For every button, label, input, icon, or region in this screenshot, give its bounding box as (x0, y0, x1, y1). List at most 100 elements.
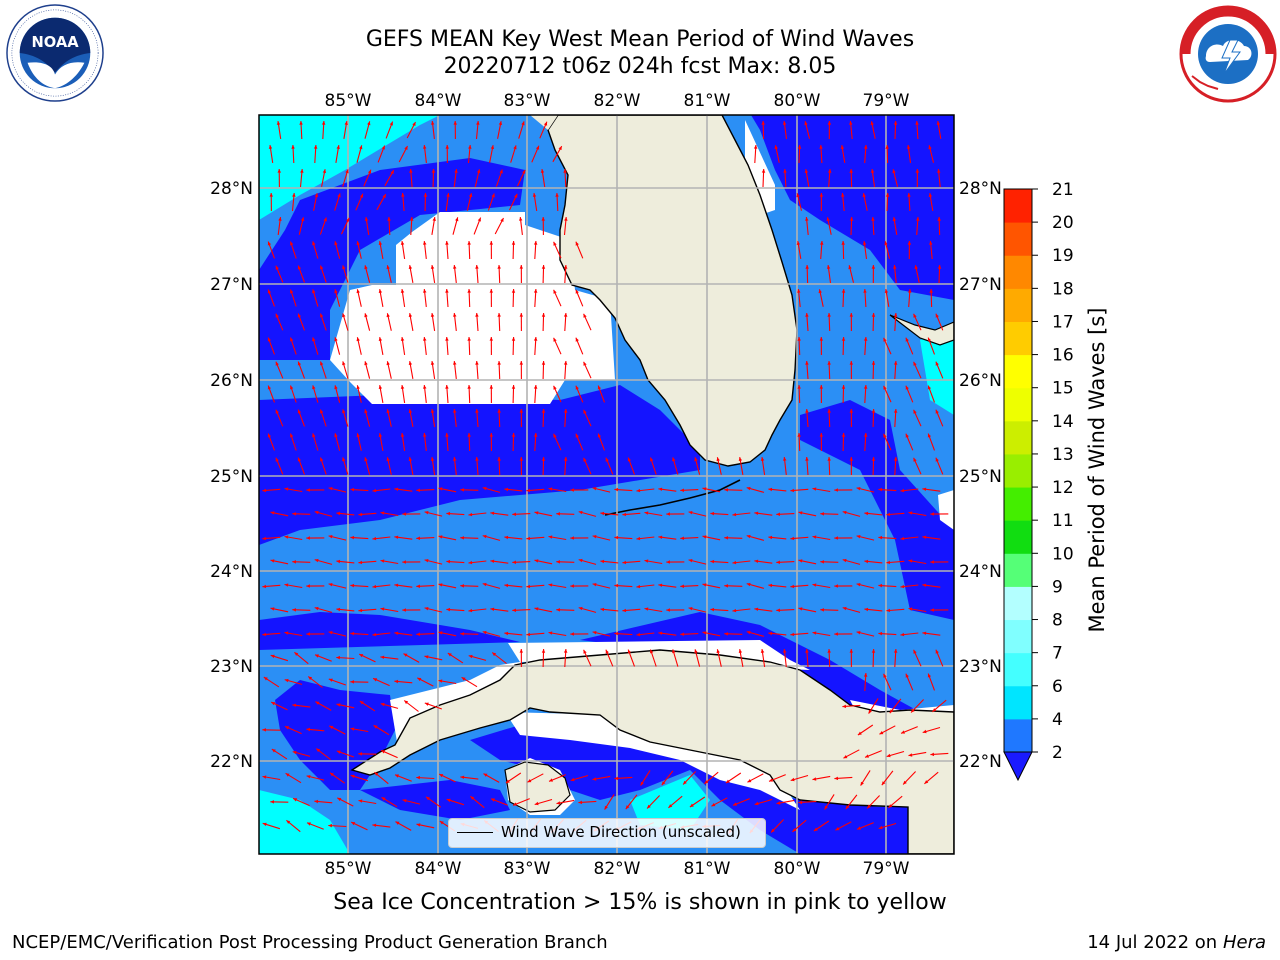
wave-direction-arrowhead (438, 679, 443, 683)
wave-direction-arrowhead (886, 608, 891, 613)
wave-direction-arrowhead (403, 653, 408, 657)
wave-direction-arrowhead (625, 805, 630, 810)
wave-direction-arrowhead (790, 777, 795, 782)
wave-direction-arrowhead (680, 536, 684, 540)
wave-direction-arrowhead (267, 241, 272, 246)
wave-direction-arrowhead (306, 536, 310, 540)
wave-direction-arrowhead (533, 289, 538, 293)
wave-direction-arrowhead (312, 289, 316, 294)
wave-direction-arrowhead (805, 265, 809, 269)
wave-direction-arrowhead (378, 337, 383, 341)
wave-period-band-4-6-sw (259, 790, 350, 854)
wave-direction-arrowhead (553, 241, 557, 246)
wave-direction-arrowhead (553, 433, 557, 438)
wave-direction-arrowhead (813, 827, 818, 831)
wave-direction-arrowhead (840, 145, 845, 149)
wave-direction-arrowhead (906, 145, 911, 149)
wave-direction-arrowhead (883, 337, 887, 342)
wave-direction-arrowhead (359, 145, 363, 150)
wave-direction-arrowhead (350, 583, 355, 588)
wave-direction-arrowhead (359, 193, 364, 198)
wave-period-band-4-6-nw (259, 115, 440, 220)
legend-label: Wind Wave Direction (unscaled) (501, 823, 741, 841)
colorbar-segment (1004, 387, 1032, 422)
wave-direction-arrowhead (268, 145, 273, 149)
credit-date-text: 14 Jul 2022 on (1087, 932, 1223, 953)
wave-direction-arrowhead (292, 703, 297, 707)
colorbar-segment (1004, 354, 1032, 389)
wave-direction-arrowhead (334, 289, 338, 294)
wave-direction-arrowhead (614, 487, 619, 492)
wave-direction-arrowhead (416, 584, 420, 588)
wave-direction-arrowhead (724, 584, 728, 588)
wave-direction-arrowhead (881, 781, 886, 786)
wave-direction-arrowhead (541, 217, 545, 221)
wave-direction-arrowhead (871, 265, 876, 269)
wave-direction-arrowhead (402, 799, 407, 803)
wave-direction-arrowhead (893, 121, 898, 125)
wave-direction-arrowhead (270, 800, 274, 804)
colorbar-segment (1004, 685, 1032, 720)
wave-direction-arrowhead (519, 313, 523, 317)
wave-direction-arrowhead (475, 313, 479, 317)
wave-direction-arrowhead (409, 169, 413, 173)
wave-direction-arrowhead (842, 558, 847, 563)
wave-direction-arrowhead (672, 649, 676, 654)
colorbar-tick-label: 10 (1052, 544, 1074, 564)
wave-direction-arrowhead (430, 409, 435, 413)
credit-date: 14 Jul 2022 on Hera (1087, 932, 1266, 953)
colorbar-tick-label: 15 (1052, 379, 1074, 399)
wave-direction-arrowhead (285, 773, 290, 777)
wave-period-band-below-2-sw (360, 780, 510, 820)
lat-label-left: 26°N (210, 371, 253, 391)
wave-direction-arrowhead (870, 169, 875, 173)
wave-direction-arrowhead (297, 457, 302, 462)
colorbar-segment (1004, 718, 1032, 753)
lon-label-top: 84°W (415, 91, 462, 111)
wave-direction-arrowhead (937, 169, 941, 173)
wave-direction-arrowhead (827, 361, 831, 365)
wave-direction-arrowhead (796, 241, 801, 245)
wave-direction-arrowhead (300, 217, 305, 222)
wave-direction-arrowhead (306, 727, 311, 732)
wave-direction-arrowhead (583, 457, 587, 462)
wave-direction-arrowhead (826, 217, 830, 222)
wave-direction-arrowhead (627, 649, 632, 654)
wave-direction-arrowhead (430, 457, 435, 461)
wave-direction-arrowhead (733, 802, 737, 806)
wave-direction-arrowhead (916, 217, 920, 221)
wave-direction-arrowhead (864, 607, 869, 612)
wave-direction-arrowhead (886, 512, 891, 517)
wave-direction-arrowhead (394, 679, 399, 684)
wave-direction-arrowhead (290, 337, 294, 342)
wave-direction-arrowhead (292, 512, 296, 516)
wave-direction-arrowhead (892, 169, 896, 174)
wave-direction-arrowhead (592, 583, 597, 587)
wave-direction-arrowhead (423, 193, 428, 197)
wave-direction-arrowhead (913, 649, 917, 654)
wave-direction-arrowhead (805, 217, 809, 221)
wave-direction-arrowhead (841, 193, 845, 197)
wave-direction-arrowhead (835, 827, 840, 831)
wave-direction-arrowhead (431, 121, 435, 125)
wave-direction-arrowhead (768, 631, 773, 636)
wave-direction-arrowhead (849, 313, 853, 317)
wave-direction-arrowhead (768, 583, 773, 588)
wave-direction-arrowhead (372, 488, 377, 493)
wave-direction-arrowhead (647, 804, 651, 809)
wave-direction-arrowhead (738, 649, 743, 653)
lat-label-right: 25°N (959, 467, 1002, 487)
wave-direction-arrowhead (658, 583, 663, 587)
wave-direction-arrowhead (563, 649, 568, 653)
wave-direction-arrowhead (262, 822, 267, 827)
wave-direction-arrowhead (614, 535, 619, 540)
wave-direction-arrowhead (867, 804, 871, 809)
wave-direction-arrowhead (378, 289, 383, 293)
wave-direction-arrowhead (797, 337, 801, 341)
lat-label-right: 27°N (959, 275, 1002, 295)
wave-direction-arrowhead (430, 313, 435, 317)
wave-direction-arrowhead (820, 560, 824, 564)
wave-direction-arrowhead (468, 193, 473, 198)
wave-direction-arrowhead (386, 409, 390, 414)
wave-direction-arrowhead (849, 361, 853, 365)
